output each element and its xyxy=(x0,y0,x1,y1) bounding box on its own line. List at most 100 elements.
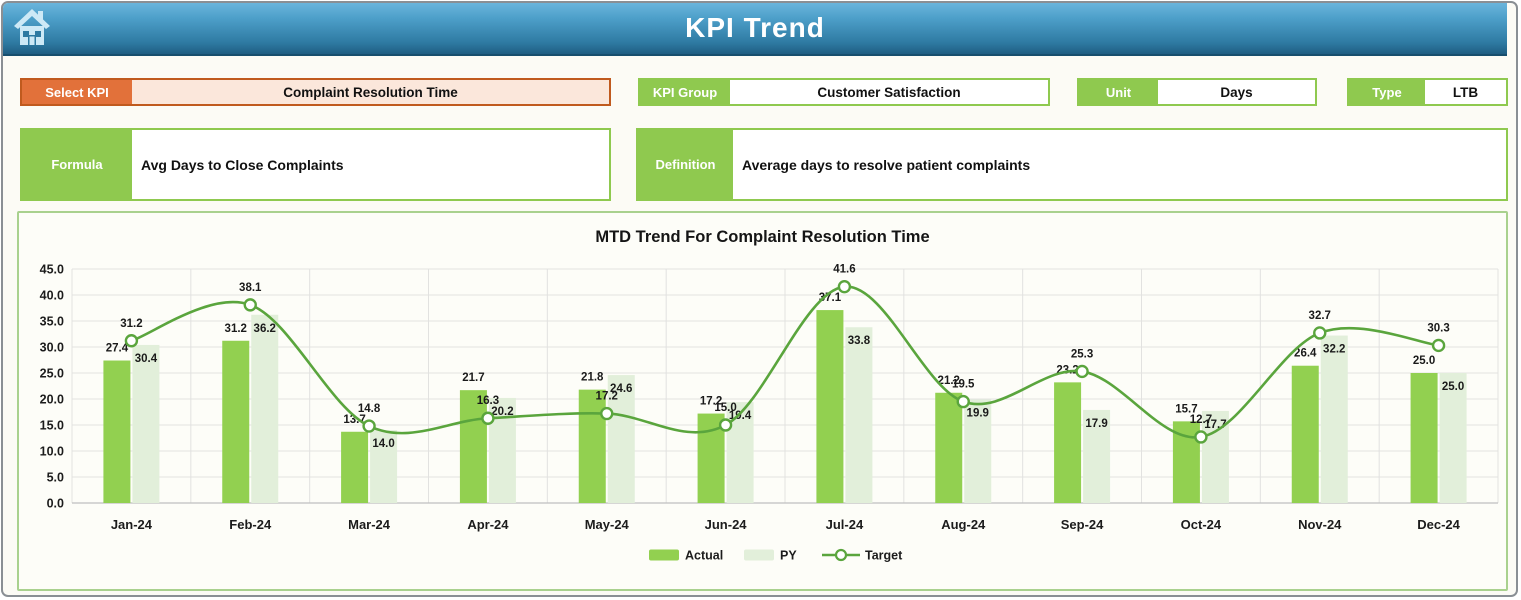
py-data-label: 19.9 xyxy=(967,408,989,420)
unit-value: Days xyxy=(1158,80,1315,104)
target-data-label: 15.0 xyxy=(714,402,736,414)
actual-bar xyxy=(816,310,844,503)
actual-data-label: 15.7 xyxy=(1175,403,1197,415)
py-bar xyxy=(1083,409,1111,503)
actual-data-label: 21.8 xyxy=(581,372,604,384)
x-axis-category-label: Feb-24 xyxy=(229,517,272,532)
target-marker xyxy=(718,418,733,432)
py-data-label: 33.8 xyxy=(848,335,871,347)
target-data-label: 14.8 xyxy=(358,403,381,415)
x-axis-category-label: Oct-24 xyxy=(1181,517,1222,532)
legend-py-swatch xyxy=(744,549,774,561)
py-bar xyxy=(132,344,160,503)
legend-actual-label: Actual xyxy=(685,549,723,563)
py-bar xyxy=(370,430,398,503)
actual-bar xyxy=(935,392,963,503)
y-axis-tick-label: 20.0 xyxy=(40,393,64,407)
y-axis-tick-label: 45.0 xyxy=(40,263,64,277)
target-data-label: 17.2 xyxy=(596,391,618,403)
py-bar xyxy=(964,399,992,503)
x-axis-category-label: Apr-24 xyxy=(467,517,509,532)
x-axis-category-label: Jul-24 xyxy=(826,517,864,532)
target-data-label: 31.2 xyxy=(120,318,142,330)
header-band: KPI Trend xyxy=(3,3,1507,56)
py-bar xyxy=(1320,335,1348,503)
select-kpi-label: Select KPI xyxy=(22,80,132,104)
actual-data-label: 13.7 xyxy=(343,414,365,426)
actual-bar xyxy=(1410,373,1438,503)
y-axis-tick-label: 10.0 xyxy=(40,445,64,459)
type-label: Type xyxy=(1349,80,1425,104)
target-data-label: 12.7 xyxy=(1190,414,1212,426)
actual-bar xyxy=(103,360,131,503)
target-marker xyxy=(243,298,257,312)
kpi-group-control: KPI Group Customer Satisfaction xyxy=(638,78,1050,106)
x-axis-category-label: May-24 xyxy=(585,517,630,532)
target-marker xyxy=(1313,326,1327,340)
y-axis-tick-label: 0.0 xyxy=(47,497,64,511)
py-data-label: 36.2 xyxy=(254,323,276,335)
formula-control: Formula Avg Days to Close Complaints xyxy=(20,128,611,201)
y-axis-tick-label: 40.0 xyxy=(40,289,64,303)
target-marker xyxy=(124,334,139,348)
py-data-label: 17.9 xyxy=(1085,418,1107,430)
y-axis-tick-label: 35.0 xyxy=(40,315,64,329)
py-data-label: 25.0 xyxy=(1442,381,1464,393)
legend-target-label: Target xyxy=(865,549,903,563)
definition-value: Average days to resolve patient complain… xyxy=(733,130,1506,199)
target-data-label: 41.6 xyxy=(833,264,855,276)
legend-actual-swatch xyxy=(649,549,679,561)
target-marker xyxy=(362,419,376,433)
definition-control: Definition Average days to resolve patie… xyxy=(636,128,1508,201)
target-data-label: 32.7 xyxy=(1309,310,1331,322)
y-axis-tick-label: 15.0 xyxy=(40,419,64,433)
py-data-label: 20.2 xyxy=(491,406,513,418)
target-marker xyxy=(837,279,852,294)
kpi-trend-chart-panel: MTD Trend For Complaint Resolution Time … xyxy=(17,211,1508,591)
actual-data-label: 27.4 xyxy=(106,343,129,355)
select-kpi-value[interactable]: Complaint Resolution Time xyxy=(132,80,609,104)
formula-label: Formula xyxy=(22,130,132,199)
actual-bar xyxy=(1054,382,1082,503)
actual-data-label: 26.4 xyxy=(1294,348,1317,360)
page-title: KPI Trend xyxy=(685,12,825,43)
home-icon[interactable] xyxy=(12,7,52,49)
unit-label: Unit xyxy=(1079,80,1158,104)
formula-value: Avg Days to Close Complaints xyxy=(132,130,609,199)
x-axis-category-label: Jan-24 xyxy=(111,517,153,532)
py-bar xyxy=(251,314,279,503)
x-axis-category-label: Mar-24 xyxy=(348,517,391,532)
target-marker xyxy=(1194,430,1208,444)
legend-py-label: PY xyxy=(780,549,797,563)
actual-data-label: 31.2 xyxy=(225,323,247,335)
target-marker xyxy=(1431,338,1446,353)
py-data-label: 30.4 xyxy=(135,353,158,365)
target-data-label: 25.3 xyxy=(1071,348,1093,360)
x-axis-category-label: Nov-24 xyxy=(1298,517,1342,532)
x-axis-category-label: Dec-24 xyxy=(1417,517,1460,532)
legend-target-marker xyxy=(834,548,848,562)
py-bar xyxy=(607,375,635,503)
y-axis-tick-label: 5.0 xyxy=(47,471,64,485)
type-control: Type LTB xyxy=(1347,78,1508,106)
unit-control: Unit Days xyxy=(1077,78,1317,106)
x-axis-category-label: Jun-24 xyxy=(705,517,748,532)
x-axis-category-label: Sep-24 xyxy=(1061,517,1104,532)
target-marker xyxy=(600,406,614,421)
py-bar xyxy=(726,402,754,503)
actual-data-label: 17.2 xyxy=(700,396,722,408)
actual-bar xyxy=(1291,365,1319,503)
kpi-group-value: Customer Satisfaction xyxy=(730,80,1048,104)
actual-bar xyxy=(459,390,487,503)
kpi-group-label: KPI Group xyxy=(640,80,730,104)
target-data-label: 38.1 xyxy=(239,282,262,294)
actual-data-label: 25.0 xyxy=(1413,355,1435,367)
y-axis-tick-label: 30.0 xyxy=(40,341,64,355)
py-bar xyxy=(1439,373,1467,503)
target-data-label: 30.3 xyxy=(1427,322,1449,334)
py-bar xyxy=(845,327,873,503)
y-axis-tick-label: 25.0 xyxy=(40,367,64,381)
target-marker xyxy=(481,411,495,425)
py-data-label: 24.6 xyxy=(610,383,632,395)
